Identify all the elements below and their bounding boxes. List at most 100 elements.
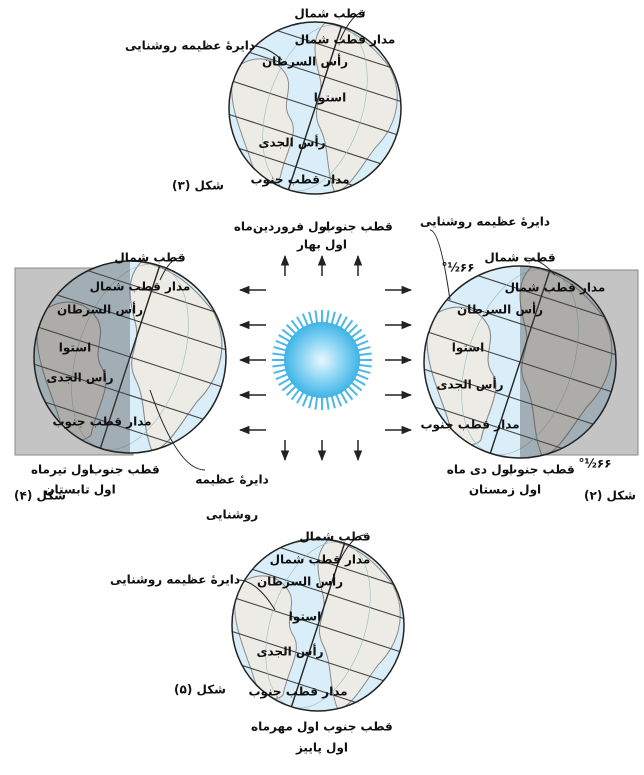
sun bbox=[284, 322, 360, 398]
sun-ray bbox=[272, 363, 287, 368]
axis-line bbox=[482, 266, 558, 458]
sun-ray bbox=[301, 313, 310, 328]
sun-ray bbox=[346, 323, 359, 336]
sun-ray bbox=[356, 346, 371, 352]
arctic-circle-label: مدار قطب شمال bbox=[505, 281, 606, 295]
antarctic-circle-label: مدار قطب جنوب bbox=[250, 173, 349, 188]
illumination-circle-label: روشنایی bbox=[206, 508, 258, 523]
arctic-circle-label: مدار قطب شمال bbox=[295, 33, 396, 47]
sun-ray bbox=[278, 377, 292, 386]
sun-ray bbox=[275, 339, 290, 348]
illumination-circle-label: دایرهٔ عظیمه روشنایی bbox=[110, 573, 240, 588]
sun-ray bbox=[272, 352, 287, 357]
sun-ray bbox=[325, 395, 330, 410]
globe bbox=[232, 539, 404, 711]
sun-ray bbox=[273, 346, 288, 352]
land bbox=[231, 58, 294, 183]
sun-ray bbox=[330, 311, 336, 326]
sun-ray bbox=[301, 392, 310, 407]
antarctic-circle-label: مدار قطب جنوب bbox=[248, 685, 347, 700]
globe-outline bbox=[33, 260, 227, 454]
sun-ray bbox=[354, 339, 369, 348]
north-pole-label: قطب شمال bbox=[114, 251, 185, 265]
leader-line bbox=[159, 257, 181, 281]
tropic-of-capricorn-label: رأس الجدی bbox=[437, 377, 504, 392]
leader-line bbox=[339, 534, 366, 561]
axis-line bbox=[281, 22, 349, 194]
sun-ray bbox=[352, 334, 366, 343]
globe-outline bbox=[231, 538, 405, 712]
season-label: اول پاییز bbox=[295, 741, 348, 756]
sun-ray bbox=[356, 368, 371, 374]
sun-ray bbox=[334, 313, 343, 328]
sun-ray bbox=[343, 387, 354, 401]
sun-ray bbox=[285, 323, 298, 336]
land bbox=[426, 306, 497, 446]
leader-line bbox=[251, 45, 283, 61]
date-label: اول تیرماه bbox=[31, 463, 93, 478]
season-label: اول تابستان bbox=[44, 483, 116, 498]
antarctic-circle-label: مدار قطب جنوب bbox=[52, 415, 151, 430]
season-label: اول زمستان bbox=[469, 483, 541, 498]
sun-ray bbox=[339, 390, 348, 404]
date-label: اول فروردین‌ماه bbox=[234, 220, 330, 235]
sun-ray bbox=[357, 352, 372, 357]
sun-ray bbox=[325, 310, 330, 325]
leader-line bbox=[237, 579, 276, 611]
sun-ray bbox=[285, 384, 298, 397]
sun-ray bbox=[349, 381, 363, 392]
land bbox=[234, 575, 297, 700]
north-pole-label: قطب شمال bbox=[484, 251, 555, 265]
tropic-of-cancer-label: رأس السرطان bbox=[262, 54, 348, 69]
illumination-circle-label: دایرهٔ عظیمه bbox=[195, 473, 269, 487]
globe-outline bbox=[228, 21, 402, 195]
arctic-circle-label: مدار قطب شمال bbox=[270, 553, 371, 567]
south-pole-label: قطب جنوب bbox=[323, 720, 393, 735]
tropic-of-cancer-label: رأس السرطان bbox=[257, 574, 343, 589]
figure-label: شکل (۵) bbox=[174, 683, 226, 697]
sun-ray bbox=[281, 328, 295, 339]
sun-ray bbox=[308, 311, 314, 326]
tropic-of-cancer-label: رأس السرطان bbox=[57, 302, 143, 317]
sun-ray bbox=[278, 334, 292, 343]
illumination-circle-label: دایرهٔ عظیمه روشنایی bbox=[420, 215, 550, 230]
globe bbox=[424, 266, 616, 458]
tilt-angles-label: ۶۶½° bbox=[578, 457, 611, 471]
axis-line bbox=[92, 261, 168, 453]
figure-label: شکل (۴) bbox=[14, 489, 66, 503]
tropic-of-capricorn-label: رأس الجدی bbox=[47, 370, 114, 385]
land bbox=[36, 301, 107, 441]
arctic-circle-label: مدار قطب شمال bbox=[90, 280, 191, 294]
sun-ray bbox=[273, 368, 288, 374]
south-pole-label: قطب جنوب bbox=[323, 220, 393, 235]
north-pole-label: قطب شمال bbox=[299, 530, 370, 544]
sun-ray bbox=[357, 363, 372, 368]
sun-ray bbox=[352, 377, 366, 386]
antarctic-circle-label: مدار قطب جنوب bbox=[420, 418, 519, 433]
date-label: اول مهرماه bbox=[251, 720, 319, 735]
equator-label: استوا bbox=[314, 91, 346, 106]
date-label: اول دی ماه bbox=[447, 463, 514, 478]
leader-line bbox=[524, 257, 556, 276]
sun-ray bbox=[330, 394, 336, 409]
figure-label: شکل (۲) bbox=[584, 489, 636, 503]
sun-ray bbox=[354, 372, 369, 381]
figure-label: شکل (۳) bbox=[172, 179, 224, 193]
south-pole-label: قطب جنوب bbox=[505, 463, 575, 478]
leader-line bbox=[429, 229, 451, 301]
tropic-of-cancer-label: رأس السرطان bbox=[457, 302, 543, 317]
sun-ray bbox=[346, 384, 359, 397]
sun-ray bbox=[296, 316, 305, 330]
sun-ray bbox=[314, 310, 319, 325]
north-pole-label: قطب شمال bbox=[294, 7, 365, 21]
sun-ray bbox=[349, 328, 363, 339]
sun-ray bbox=[296, 390, 305, 404]
south-pole-label: قطب جنوب bbox=[90, 463, 160, 478]
illumination-circle-label: دایرهٔ عظیمه روشنایی bbox=[125, 39, 255, 54]
tilt-angles-label: ۶۶½° bbox=[441, 261, 474, 275]
sun-ray bbox=[308, 394, 314, 409]
equator-label: استوا bbox=[289, 610, 321, 625]
globe-outline bbox=[423, 265, 617, 459]
equator-label: استوا bbox=[452, 341, 484, 356]
